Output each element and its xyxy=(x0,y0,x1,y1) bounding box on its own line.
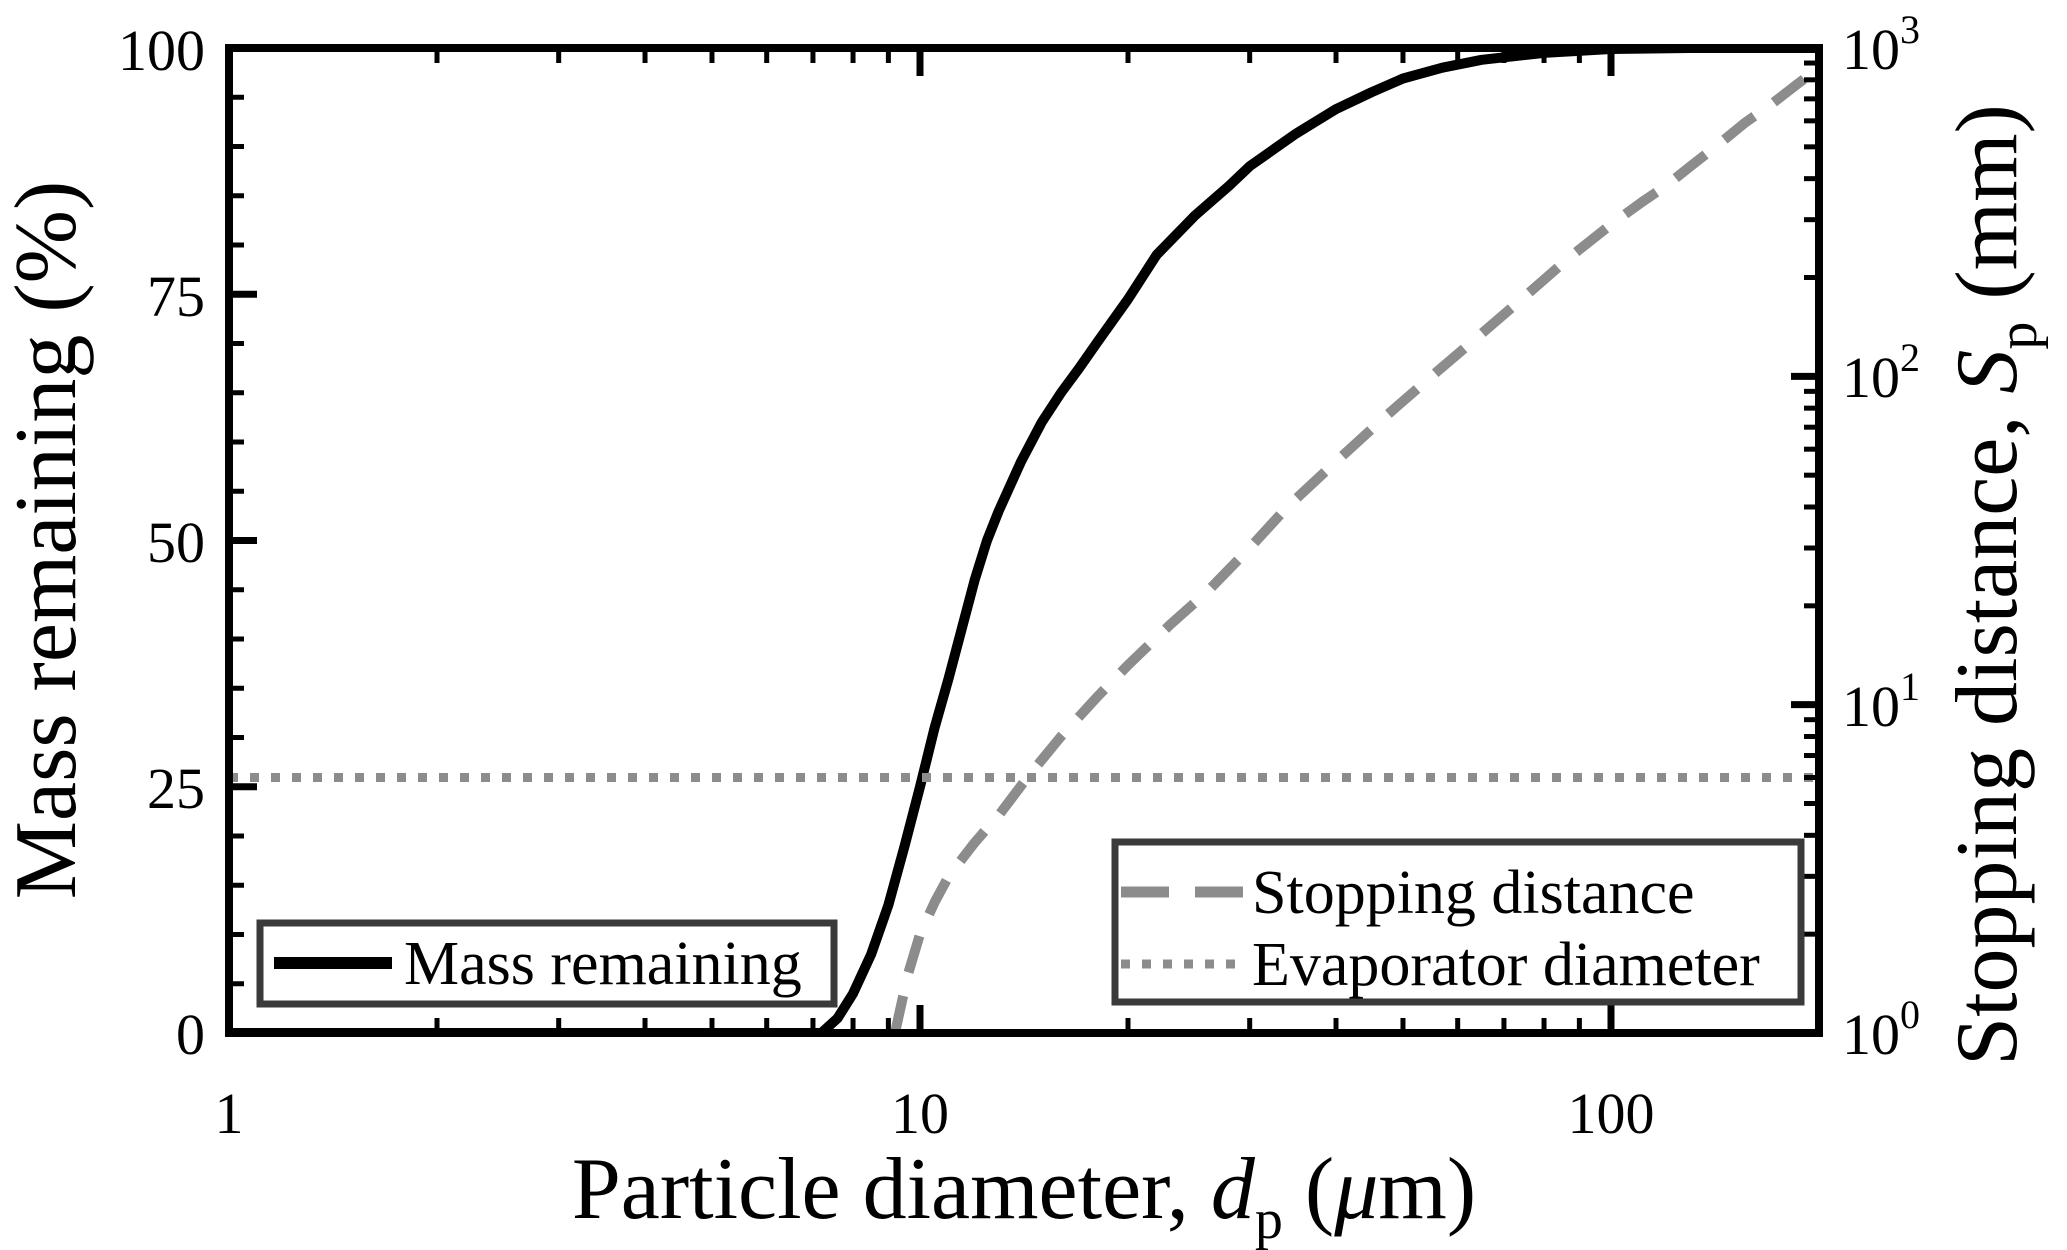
y-left-tick-label: 0 xyxy=(176,1002,205,1067)
y-left-tick-label: 25 xyxy=(147,756,205,821)
y-right-tick-label: 101 xyxy=(1842,664,1920,739)
curves-layer xyxy=(229,48,1819,1033)
y-left-axis-title: Mass remaining (%) xyxy=(0,181,95,899)
legend-label: Evaporator diameter xyxy=(1252,931,1760,999)
y-right-tick-label: 102 xyxy=(1842,335,1920,410)
series-solid xyxy=(229,48,1819,1033)
x-tick-label: 100 xyxy=(1568,1081,1655,1146)
legend-label: Stopping distance xyxy=(1252,859,1695,927)
x-tick-label: 10 xyxy=(891,1081,949,1146)
y-right-axis-title: Stopping distance, Sp (mm) xyxy=(1939,104,2049,1066)
legend-box xyxy=(1111,838,1805,1006)
y-left-tick-label: 100 xyxy=(118,18,205,83)
x-tick-label: 1 xyxy=(215,1081,244,1146)
legend-stopping-evaporator: Stopping distance Evaporator diameter xyxy=(1111,838,1805,1006)
y-right-tick-label: 100 xyxy=(1842,992,1920,1067)
x-axis-title: Particle diameter, dp (μm) xyxy=(572,1141,1476,1250)
y-right-tick-label: 103 xyxy=(1842,7,1920,82)
y-left-tick-label: 75 xyxy=(147,264,205,329)
series-dashed xyxy=(890,63,1819,1033)
legend-label: Mass remaining xyxy=(404,930,802,998)
axes-layer xyxy=(225,44,1823,1037)
legend-mass-remaining: Mass remaining xyxy=(256,919,838,1008)
y-left-tick-label: 50 xyxy=(147,510,205,575)
